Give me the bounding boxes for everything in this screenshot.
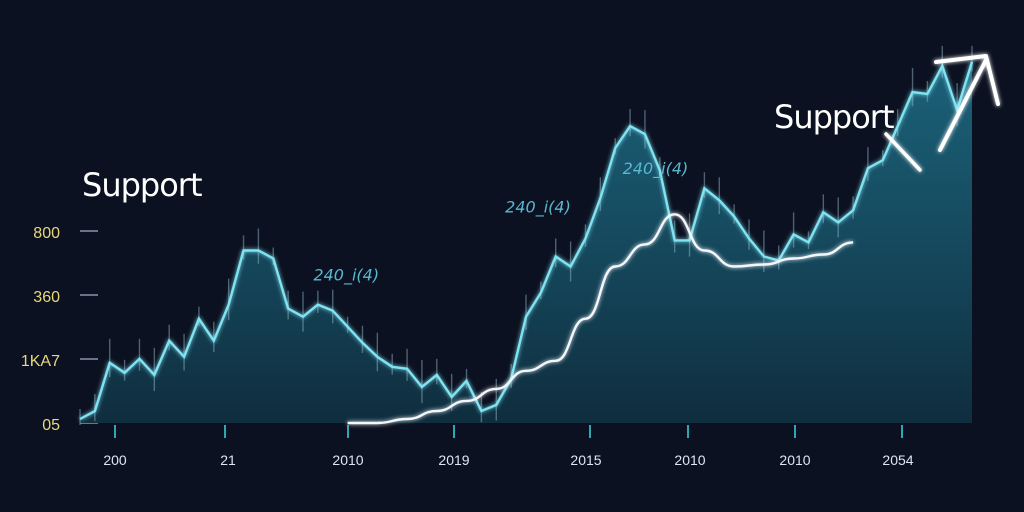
x-tick-label: 2010 — [779, 452, 810, 468]
x-tick-label: 2010 — [674, 452, 705, 468]
price-wicks — [79, 45, 973, 425]
annotation-label: 240_i(4) — [505, 197, 571, 217]
y-tick-label: 1KA7 — [21, 353, 60, 370]
x-tick-label: 21 — [220, 452, 236, 468]
x-tick-label: 2019 — [438, 452, 469, 468]
y-tick-label: 800 — [33, 225, 60, 242]
x-tick-label: 2015 — [570, 452, 601, 468]
y-tick-label: 05 — [42, 417, 60, 434]
support-label-right: Support — [774, 98, 894, 136]
annotations: 240_i(4) 240_i(4) 240_i(4) — [313, 159, 688, 285]
x-tick-label: 200 — [103, 452, 127, 468]
price-series-line — [79, 61, 974, 421]
annotation-label: 240_i(4) — [313, 266, 379, 286]
support-label-left: Support — [82, 166, 202, 204]
x-axis: 200 21 2010 2019 2015 2010 2010 2054 — [103, 425, 914, 468]
plot-area — [79, 45, 974, 425]
x-tick-label: 2010 — [332, 452, 363, 468]
up-right-arrow-icon — [884, 54, 1000, 172]
y-axis: 05 1KA7 360 800 — [21, 225, 98, 434]
annotation-label: 240_i(4) — [623, 159, 689, 179]
support-series-line — [347, 213, 854, 425]
y-tick-label: 360 — [33, 289, 60, 306]
price-area — [80, 61, 972, 424]
x-tick-label: 2054 — [882, 452, 913, 468]
